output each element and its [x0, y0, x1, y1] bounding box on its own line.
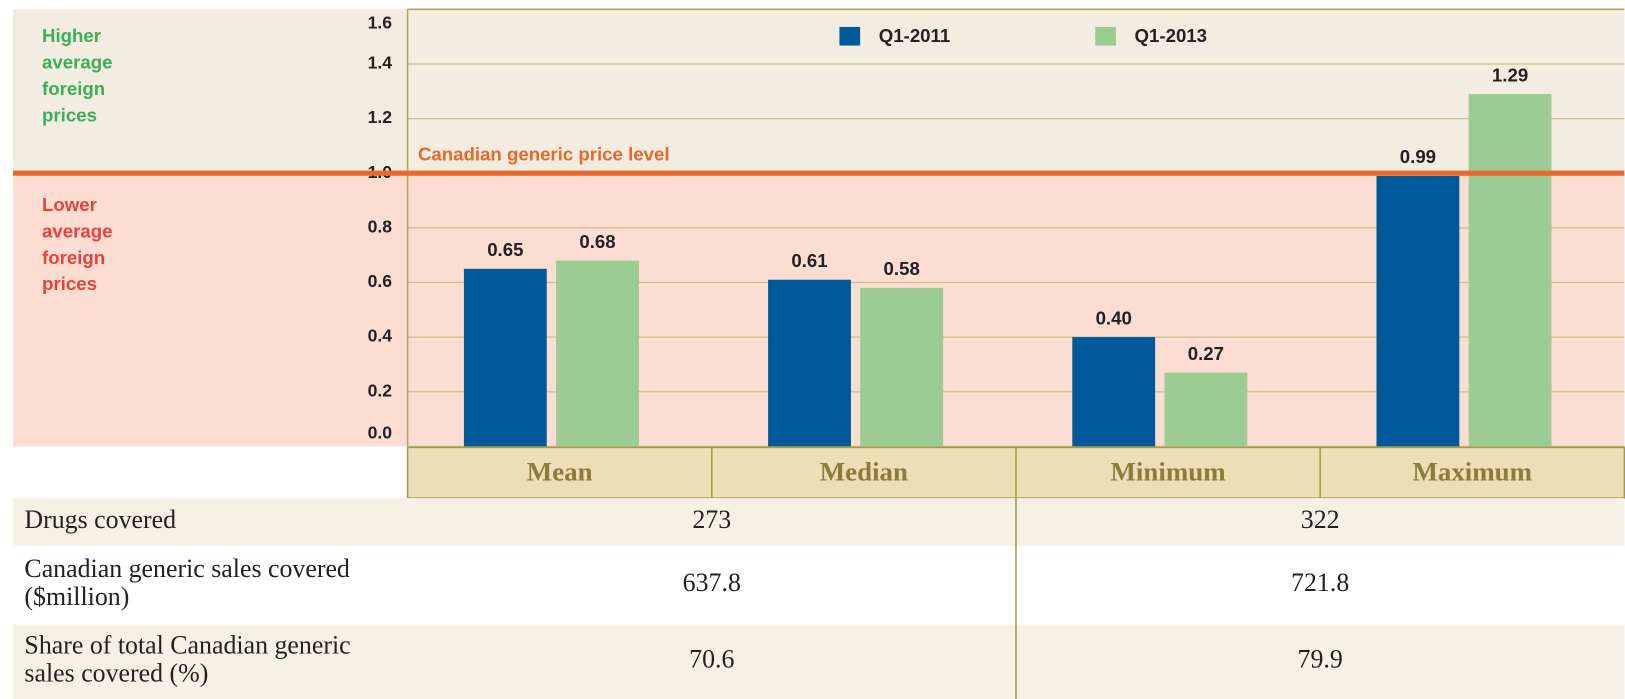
- legend-label: Q1-2011: [879, 25, 950, 46]
- data-label: 0.61: [791, 250, 827, 271]
- bar: [1072, 337, 1156, 447]
- row-label: Drugs covered: [24, 505, 176, 534]
- data-label: 0.27: [1188, 343, 1224, 364]
- legend-swatch: [1095, 26, 1116, 46]
- y-tick-label: 1.6: [368, 12, 393, 32]
- y-tick-label: 0.2: [368, 380, 393, 400]
- zone-annotation: prices: [42, 104, 97, 125]
- legend-swatch: [839, 26, 861, 46]
- reference-label: Canadian generic price level: [418, 144, 670, 165]
- zone-annotation: foreign: [42, 247, 105, 268]
- zone-annotation: foreign: [42, 78, 105, 99]
- y-tick-label: 0.0: [368, 423, 393, 443]
- y-tick-label: 1.4: [368, 53, 393, 73]
- zone-annotation: average: [42, 52, 112, 73]
- data-label: 0.68: [579, 231, 615, 252]
- x-tick-label: Mean: [527, 456, 593, 486]
- cell-value: 322: [1301, 505, 1340, 534]
- y-tick-label: 0.6: [368, 271, 393, 291]
- bar: [556, 260, 639, 447]
- table-row: [13, 624, 1625, 699]
- row-label: sales covered (%): [24, 659, 208, 688]
- bar: [1376, 175, 1460, 447]
- bar: [768, 279, 851, 447]
- bar: [860, 287, 944, 447]
- zone-annotation: Higher: [42, 25, 101, 46]
- table-row: [13, 545, 1625, 625]
- y-tick-label: 1.2: [368, 107, 393, 127]
- data-label: 0.99: [1400, 146, 1436, 167]
- row-label: Share of total Canadian generic: [24, 631, 350, 660]
- table-row: [13, 498, 1625, 546]
- zone-annotation: prices: [42, 273, 97, 294]
- zone-annotation: Lower: [42, 194, 97, 215]
- bar: [463, 268, 547, 447]
- zone-above: [13, 9, 1625, 174]
- legend-label: Q1-2013: [1135, 25, 1207, 46]
- cell-value: 70.6: [689, 645, 734, 674]
- data-label: 0.58: [884, 258, 920, 279]
- data-label: 0.65: [487, 239, 523, 260]
- y-tick-label: 0.8: [368, 216, 393, 236]
- x-tick-label: Maximum: [1412, 456, 1532, 486]
- cell-value: 637.8: [683, 568, 741, 597]
- cell-value: 79.9: [1298, 645, 1343, 674]
- bar: [1164, 372, 1248, 447]
- y-tick-label: 0.4: [368, 326, 393, 346]
- x-tick-label: Median: [820, 456, 908, 486]
- x-tick-label: Minimum: [1111, 456, 1226, 486]
- cell-value: 721.8: [1291, 568, 1349, 597]
- zone-annotation: average: [42, 220, 112, 241]
- row-label: ($million): [24, 582, 129, 611]
- bar: [1468, 93, 1552, 447]
- data-label: 1.29: [1492, 64, 1528, 85]
- data-label: 0.40: [1096, 307, 1132, 328]
- row-label: Canadian generic sales covered: [24, 554, 349, 583]
- cell-value: 273: [692, 505, 731, 534]
